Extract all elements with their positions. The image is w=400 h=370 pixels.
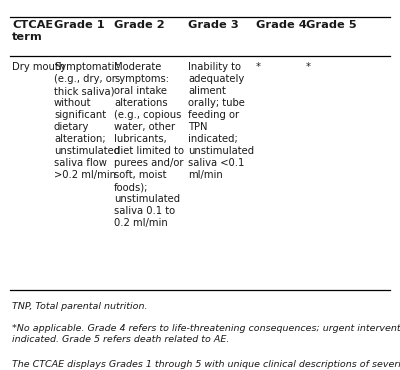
Text: Grade 4: Grade 4 <box>256 20 307 30</box>
Text: CTCAE
term: CTCAE term <box>12 20 53 42</box>
Text: Moderate
symptoms:
oral intake
alterations
(e.g., copious
water, other
lubricant: Moderate symptoms: oral intake alteratio… <box>114 62 184 228</box>
Text: *: * <box>306 62 311 72</box>
Text: The CTCAE displays Grades 1 through 5 with unique clinical descriptions of sever: The CTCAE displays Grades 1 through 5 wi… <box>12 360 400 370</box>
Text: Grade 1: Grade 1 <box>54 20 105 30</box>
Text: TNP, Total parental nutrition.: TNP, Total parental nutrition. <box>12 302 148 310</box>
Text: Grade 2: Grade 2 <box>114 20 165 30</box>
Text: Grade 3: Grade 3 <box>188 20 239 30</box>
Text: Inability to
adequately
aliment
orally; tube
feeding or
TPN
indicated;
unstimula: Inability to adequately aliment orally; … <box>188 62 254 180</box>
Text: Dry mouth: Dry mouth <box>12 62 65 72</box>
Text: Grade 5: Grade 5 <box>306 20 357 30</box>
Text: Symptomatic
(e.g., dry, or
thick saliva)
without
significant
dietary
alteration;: Symptomatic (e.g., dry, or thick saliva)… <box>54 62 120 180</box>
Text: *: * <box>256 62 261 72</box>
Text: *No applicable. Grade 4 refers to life-threatening consequences; urgent interven: *No applicable. Grade 4 refers to life-t… <box>12 324 400 344</box>
